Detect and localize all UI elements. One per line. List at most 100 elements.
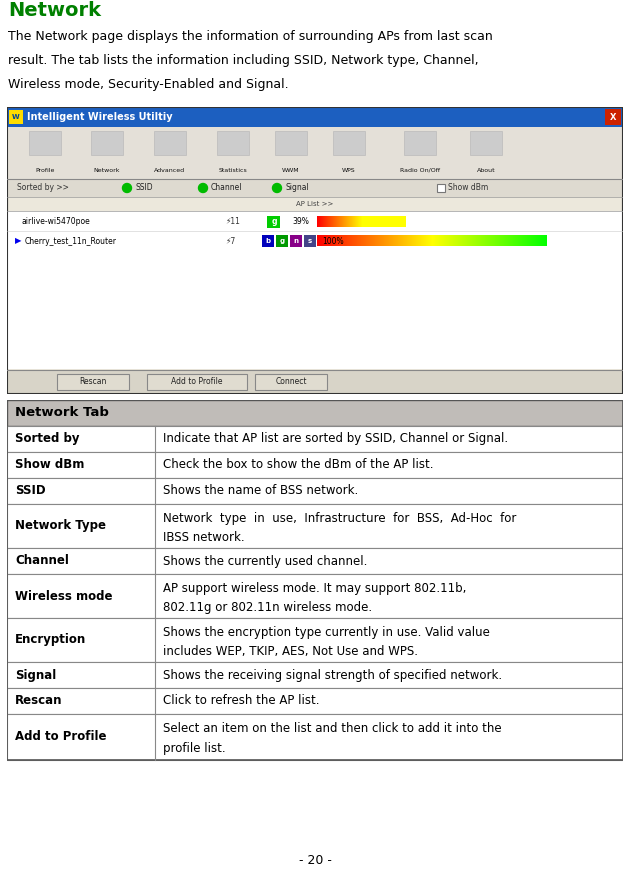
Bar (507, 235, 508, 246)
Text: Sorted by: Sorted by (15, 432, 79, 446)
Text: Rescan: Rescan (79, 377, 106, 387)
Bar (537, 235, 538, 246)
Bar (328, 216, 329, 227)
Bar (377, 235, 378, 246)
Bar (322, 235, 323, 246)
Bar (327, 235, 328, 246)
Bar (468, 235, 469, 246)
Bar (526, 235, 527, 246)
Text: Wireless mode, Security-Enabled and Signal.: Wireless mode, Security-Enabled and Sign… (8, 77, 289, 90)
Bar (399, 235, 400, 246)
Text: Network  type  in  use,  Infrastructure  for  BSS,  Ad-Hoc  for: Network type in use, Infrastructure for … (163, 512, 517, 525)
Bar (7, 179, 623, 197)
Bar (498, 235, 499, 246)
Bar (341, 216, 342, 227)
Bar (332, 235, 333, 246)
Bar (475, 235, 476, 246)
Bar (381, 235, 382, 246)
Bar (369, 216, 370, 227)
Bar (433, 235, 434, 246)
Text: result. The tab lists the information including SSID, Network type, Channel,: result. The tab lists the information in… (8, 53, 479, 67)
Bar (350, 216, 351, 227)
Bar (605, 109, 621, 125)
Bar (389, 216, 390, 227)
Text: SSID: SSID (135, 183, 152, 192)
Bar (412, 235, 413, 246)
Bar (375, 216, 376, 227)
Bar (496, 235, 497, 246)
Bar (503, 235, 504, 246)
Bar (408, 235, 409, 246)
Text: Click to refresh the AP list.: Click to refresh the AP list. (163, 695, 319, 708)
Bar (376, 235, 377, 246)
Text: IBSS network.: IBSS network. (163, 531, 244, 544)
Bar (504, 235, 505, 246)
Bar (396, 216, 397, 227)
Bar (347, 235, 348, 246)
Bar (7, 107, 623, 127)
Bar (374, 216, 375, 227)
Bar (343, 235, 344, 246)
Bar (334, 235, 335, 246)
Bar (7, 426, 623, 452)
Bar (409, 235, 410, 246)
Bar (458, 235, 459, 246)
Bar (384, 235, 385, 246)
Bar (347, 216, 348, 227)
Bar (445, 235, 446, 246)
Bar (545, 235, 546, 246)
Bar (364, 216, 365, 227)
Bar (321, 235, 322, 246)
Bar (415, 235, 416, 246)
Bar (414, 235, 415, 246)
Bar (411, 235, 412, 246)
Bar (465, 235, 466, 246)
Bar (147, 374, 247, 390)
Bar (448, 235, 449, 246)
Bar (344, 216, 345, 227)
Text: Encryption: Encryption (15, 633, 86, 646)
Bar (500, 235, 501, 246)
Bar (380, 235, 381, 246)
Bar (384, 216, 385, 227)
Bar (399, 216, 400, 227)
Bar (7, 400, 623, 760)
Text: Connect: Connect (275, 377, 307, 387)
Text: About: About (477, 168, 495, 173)
Bar (57, 374, 129, 390)
Bar (386, 235, 387, 246)
Bar (326, 235, 327, 246)
Bar (351, 216, 352, 227)
Bar (360, 235, 361, 246)
Bar (424, 235, 425, 246)
Text: WPS: WPS (342, 168, 356, 173)
Bar (348, 235, 349, 246)
Bar (373, 235, 374, 246)
Bar (350, 235, 351, 246)
Bar (410, 235, 411, 246)
Bar (519, 235, 520, 246)
Bar (343, 216, 344, 227)
Bar (455, 235, 456, 246)
Bar (388, 216, 389, 227)
Bar (421, 235, 422, 246)
Bar (319, 235, 320, 246)
Bar (7, 400, 623, 426)
Bar (375, 235, 376, 246)
Bar (7, 478, 623, 504)
Bar (342, 216, 343, 227)
Text: Shows the receiving signal strength of specified network.: Shows the receiving signal strength of s… (163, 668, 502, 681)
Bar (440, 235, 441, 246)
Bar (538, 235, 539, 246)
Bar (480, 235, 481, 246)
Bar (363, 216, 364, 227)
Bar (365, 216, 366, 227)
Bar (499, 235, 500, 246)
Bar (469, 235, 470, 246)
Bar (541, 235, 542, 246)
Text: ⚡11: ⚡11 (225, 217, 240, 226)
Bar (452, 235, 453, 246)
Bar (400, 235, 401, 246)
Bar (524, 235, 525, 246)
Bar (527, 235, 528, 246)
